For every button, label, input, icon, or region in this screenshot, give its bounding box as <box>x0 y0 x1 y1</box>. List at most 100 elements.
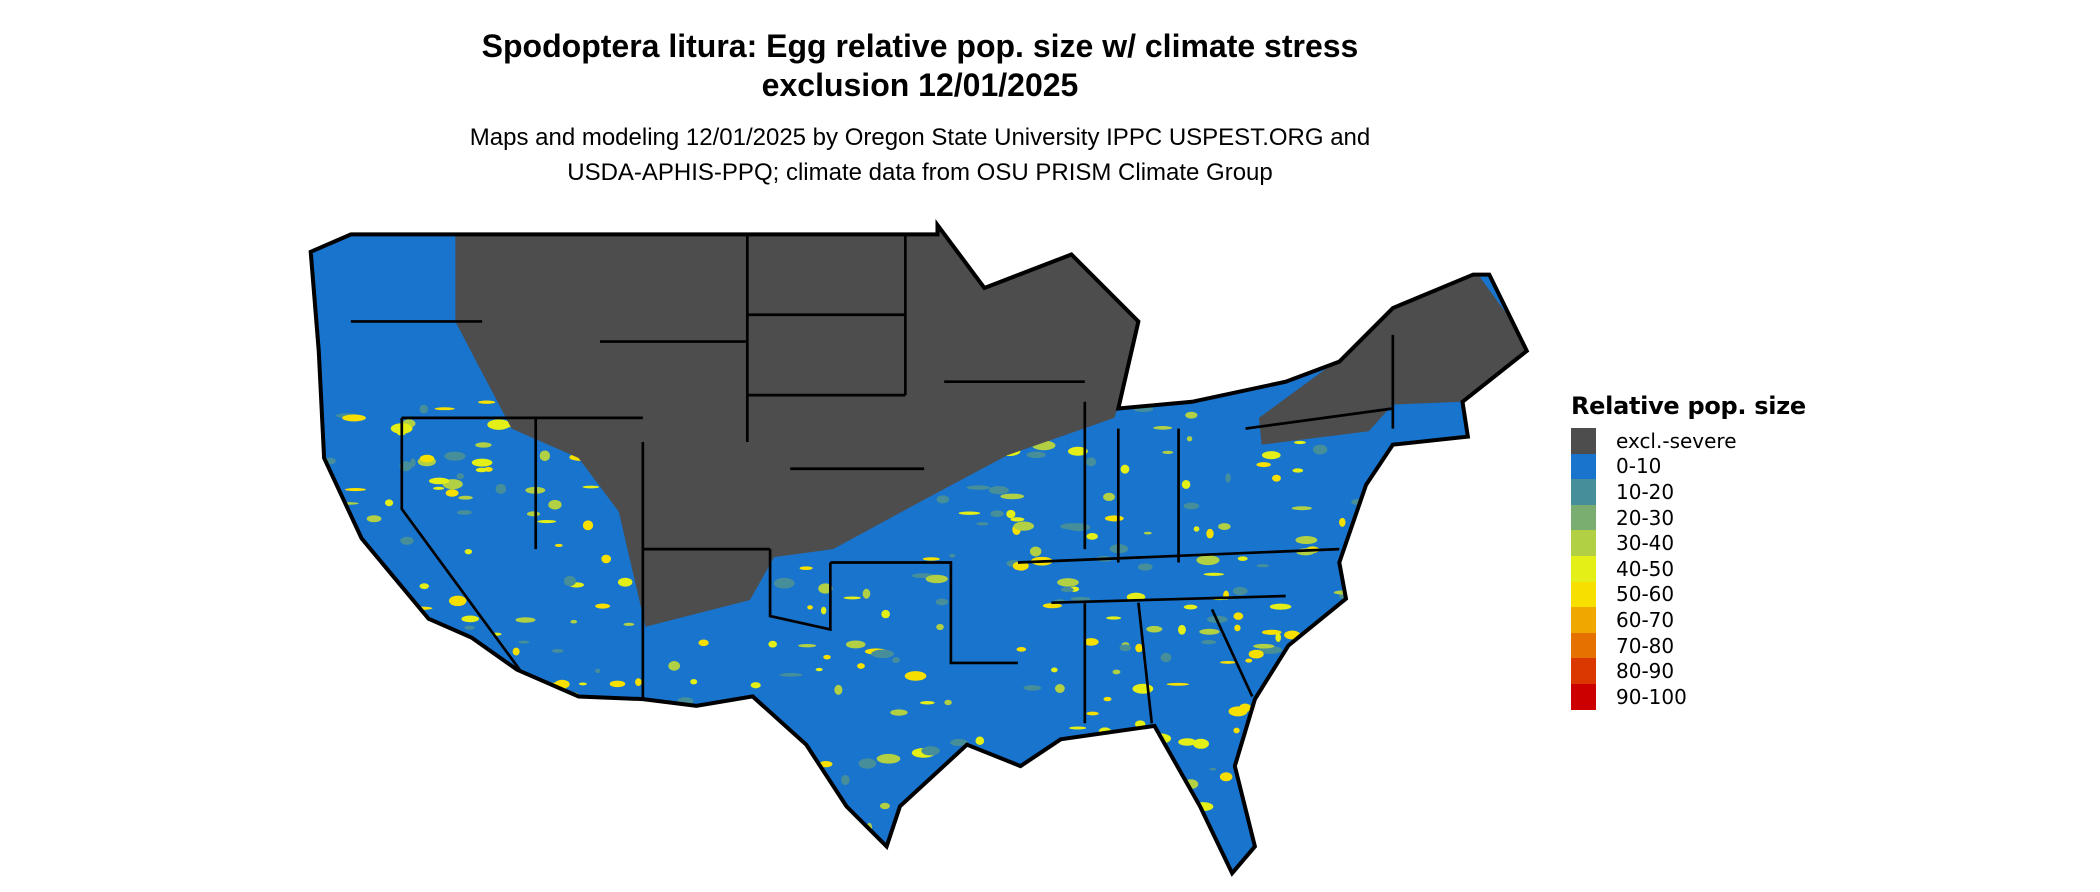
map-patch <box>1183 604 1198 610</box>
map-patch <box>333 582 350 587</box>
map-patch <box>1061 587 1074 593</box>
map-patch <box>429 727 453 738</box>
map-patch <box>792 792 800 800</box>
map-patch <box>988 485 1009 495</box>
map-patch <box>1112 669 1121 675</box>
map-patch <box>623 622 635 626</box>
map-patch <box>537 519 557 524</box>
map-patch <box>346 813 371 818</box>
legend-swatch <box>1571 479 1596 505</box>
map-patch <box>1119 644 1132 652</box>
legend-swatch <box>1571 658 1596 684</box>
map-patch <box>356 748 371 754</box>
map-patch <box>1248 649 1264 659</box>
map-patch <box>836 835 846 841</box>
map-patch <box>313 562 331 569</box>
map-patch <box>1085 738 1096 742</box>
map-patch <box>446 726 463 737</box>
map-patch <box>445 489 459 497</box>
map-patch <box>823 654 831 660</box>
map-patch <box>342 414 366 422</box>
map-patch <box>990 510 1004 518</box>
map-patch <box>1183 502 1200 510</box>
map-patch <box>826 811 845 818</box>
map-patch <box>1103 696 1112 702</box>
map-patch <box>1045 749 1065 758</box>
map-patch <box>572 753 583 762</box>
map-patch <box>773 577 795 589</box>
map-patch <box>1233 727 1240 734</box>
map-patch <box>1201 639 1217 645</box>
map-patch <box>605 786 627 795</box>
map-patch <box>1122 815 1130 826</box>
map-patch <box>843 596 862 600</box>
map-patch <box>311 540 323 551</box>
map-title-line2: exclusion 12/01/2025 <box>761 67 1079 103</box>
map-patch <box>1105 765 1127 775</box>
map-patch <box>1141 835 1164 843</box>
map-patch <box>942 803 952 810</box>
map-patch <box>1083 638 1099 646</box>
map-patch <box>871 842 879 848</box>
map-patch <box>820 606 827 615</box>
map-patch <box>1010 517 1025 522</box>
legend-label: 10-20 <box>1616 479 1675 504</box>
map-patch <box>603 755 621 760</box>
map-patch <box>1057 578 1079 587</box>
map-patch <box>428 477 450 485</box>
map-patch <box>1026 451 1046 459</box>
legend-label: excl.-severe <box>1616 428 1737 453</box>
legend-label: 40-50 <box>1616 556 1675 581</box>
map-patch <box>593 844 603 855</box>
map-patch <box>1186 436 1193 442</box>
map-patch <box>507 695 518 699</box>
map-patch <box>1086 711 1099 716</box>
map-patch <box>651 816 660 823</box>
map-patch <box>834 684 843 695</box>
map-patch <box>1075 843 1090 847</box>
map-patch <box>346 650 354 658</box>
map-patch <box>1160 652 1172 663</box>
map-patch <box>958 511 981 515</box>
map-patch <box>471 458 493 467</box>
map-patch <box>556 704 565 712</box>
legend-item: excl.-severe <box>1571 428 1806 454</box>
map-patch <box>798 643 817 648</box>
map-patch <box>787 775 808 779</box>
map-patch <box>1086 532 1098 540</box>
map-patch <box>1315 819 1338 829</box>
map-fill-excluded-north <box>455 225 1146 627</box>
map-patch <box>949 553 956 558</box>
map-patch <box>1256 564 1270 568</box>
map-patch <box>1000 493 1025 500</box>
map-patch <box>1120 464 1130 474</box>
map-patch <box>1272 474 1281 482</box>
map-patch <box>1256 462 1271 468</box>
map-patch <box>1141 745 1163 754</box>
legend-swatch <box>1571 632 1596 659</box>
map-patch <box>672 822 680 826</box>
legend-swatch <box>1571 683 1596 710</box>
map-patch <box>1042 603 1062 609</box>
map-patch <box>1106 616 1122 620</box>
map-patch <box>454 742 467 746</box>
map-patch <box>818 583 833 594</box>
map-patch <box>463 839 471 850</box>
map-patch <box>644 816 654 822</box>
map-patch <box>540 754 559 760</box>
map-patch <box>1185 411 1198 419</box>
legend: Relative pop. size excl.-severe 0-10 10-20… <box>1571 392 1806 710</box>
map-patch <box>1054 684 1065 693</box>
map-patch <box>444 451 466 461</box>
map-patch <box>464 549 473 555</box>
map-patch <box>326 641 348 652</box>
map-patch <box>622 746 644 757</box>
map-patch <box>920 701 935 705</box>
map-patch <box>342 645 359 649</box>
map-patch <box>518 640 530 644</box>
map-patch <box>667 713 674 724</box>
map-patch <box>1016 647 1027 652</box>
map-patch <box>936 623 944 631</box>
map-patch <box>1013 521 1035 531</box>
map-patch <box>601 554 612 564</box>
